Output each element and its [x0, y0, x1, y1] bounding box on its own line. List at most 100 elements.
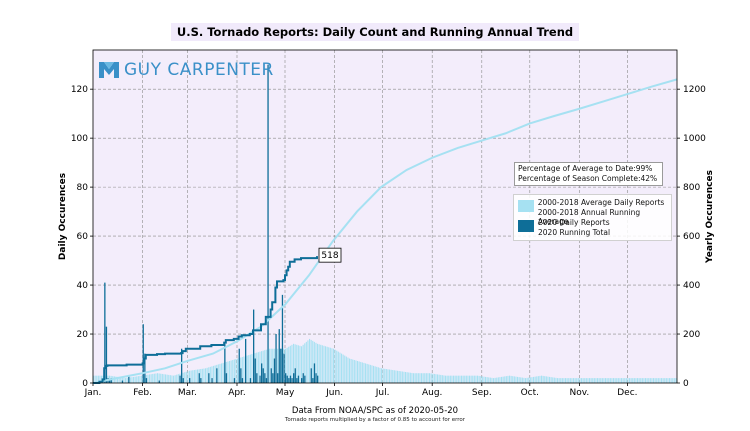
avg-daily-bar — [433, 373, 435, 383]
avg-daily-bar — [585, 378, 587, 383]
avg-daily-bar — [603, 378, 605, 383]
avg-daily-bar — [248, 355, 250, 383]
avg-daily-bar — [582, 378, 584, 383]
avg-daily-bar — [566, 378, 568, 383]
avg-daily-bar — [190, 370, 192, 383]
avg-daily-bar — [101, 375, 103, 383]
avg-daily-bar — [302, 344, 304, 383]
daily-2020-bar — [181, 348, 183, 383]
avg-daily-bar — [185, 371, 187, 383]
legend-label-avg-daily: 2000-2018 Average Daily Reports — [537, 198, 665, 207]
stats-box: Percentage of Average to Date:99% Percen… — [514, 162, 663, 186]
avg-daily-bar — [590, 378, 592, 383]
daily-2020-bar — [254, 358, 256, 383]
avg-daily-bar — [277, 348, 279, 383]
avg-daily-bar — [158, 373, 160, 383]
avg-daily-bar — [537, 376, 539, 383]
avg-daily-bar — [123, 377, 125, 383]
avg-daily-bar — [184, 372, 186, 383]
avg-daily-bar — [641, 378, 643, 383]
avg-daily-bar — [456, 375, 458, 383]
x-tick-label: May — [276, 388, 295, 398]
avg-daily-bar — [446, 375, 448, 383]
avg-daily-bar — [518, 377, 520, 383]
avg-daily-bar — [189, 370, 191, 383]
avg-daily-bar — [598, 378, 600, 383]
legend-label-2020-total: 2020 Running Total — [538, 227, 611, 237]
x-tick-label: Nov. — [570, 388, 590, 398]
avg-daily-bar — [389, 369, 391, 383]
daily-2020-bar — [142, 324, 144, 383]
x-tick-label: Feb. — [133, 388, 152, 398]
avg-daily-bar — [125, 378, 127, 383]
avg-daily-bar — [429, 373, 431, 383]
avg-daily-bar — [342, 354, 344, 383]
avg-daily-bar — [541, 375, 543, 383]
avg-daily-bar — [369, 364, 371, 383]
avg-daily-bar — [670, 378, 672, 383]
avg-daily-bar — [147, 374, 149, 383]
avg-daily-bar — [528, 377, 530, 383]
avg-daily-bar — [525, 378, 527, 383]
avg-daily-bar — [656, 378, 658, 383]
avg-daily-bar — [440, 374, 442, 383]
avg-daily-bar — [94, 375, 96, 383]
daily-2020-bar — [262, 368, 264, 383]
avg-daily-bar — [459, 375, 461, 383]
avg-daily-bar — [496, 377, 498, 383]
x-tick-label: Mar. — [178, 388, 197, 398]
avg-daily-bar — [157, 373, 159, 383]
avg-daily-bar — [630, 378, 632, 383]
avg-daily-bar — [141, 375, 143, 383]
avg-daily-bar — [345, 356, 347, 383]
avg-daily-bar — [312, 340, 314, 383]
avg-daily-bar — [377, 367, 379, 383]
y-right-tick-label: 0 — [683, 379, 689, 389]
avg-daily-bar — [334, 349, 336, 383]
avg-daily-bar — [174, 375, 176, 383]
avg-daily-bar — [438, 374, 440, 383]
avg-daily-bar — [662, 378, 664, 383]
daily-2020-bar — [280, 348, 282, 383]
avg-daily-bar — [432, 373, 434, 383]
avg-daily-bar — [177, 374, 179, 383]
avg-daily-bar — [533, 376, 535, 383]
avg-daily-bar — [457, 375, 459, 383]
avg-daily-bar — [361, 362, 363, 383]
daily-2020-bar — [313, 363, 316, 383]
y-right-axis-title: Yearly Occurences — [705, 170, 715, 264]
avg-daily-bar — [241, 357, 243, 383]
avg-daily-bar — [390, 369, 392, 383]
footer-note: Tornado reports multiplied by a factor o… — [284, 417, 466, 423]
y-right-tick-label: 800 — [683, 183, 700, 193]
avg-daily-bar — [344, 355, 346, 383]
y-right-tick-label: 400 — [683, 281, 700, 291]
daily-2020-bar — [121, 380, 124, 383]
avg-daily-bar — [310, 339, 312, 383]
avg-daily-bar — [323, 345, 325, 383]
x-tick-label: Sep. — [472, 388, 492, 398]
avg-daily-bar — [462, 375, 464, 383]
avg-daily-bar — [379, 367, 381, 383]
avg-daily-bar — [507, 375, 509, 383]
daily-2020-bar — [145, 378, 148, 383]
avg-daily-bar — [307, 340, 309, 383]
avg-daily-bar — [393, 370, 395, 383]
avg-daily-bar — [352, 359, 354, 383]
x-tick-label: Apr. — [228, 388, 246, 398]
avg-daily-bar — [465, 375, 467, 383]
avg-daily-bar — [341, 353, 343, 383]
avg-daily-bar — [115, 376, 117, 383]
y-right-tick-label: 600 — [683, 232, 700, 242]
avg-daily-bar — [269, 348, 271, 383]
avg-daily-bar — [411, 372, 413, 383]
avg-daily-bar — [97, 375, 99, 383]
avg-daily-bar — [513, 376, 515, 383]
avg-daily-bar — [454, 375, 456, 383]
daily-2020-bar — [259, 375, 261, 383]
avg-daily-bar — [299, 345, 301, 383]
daily-2020-bar — [216, 368, 218, 383]
avg-daily-bar — [360, 361, 362, 383]
avg-daily-bar — [206, 367, 208, 383]
avg-daily-bar — [437, 374, 439, 383]
